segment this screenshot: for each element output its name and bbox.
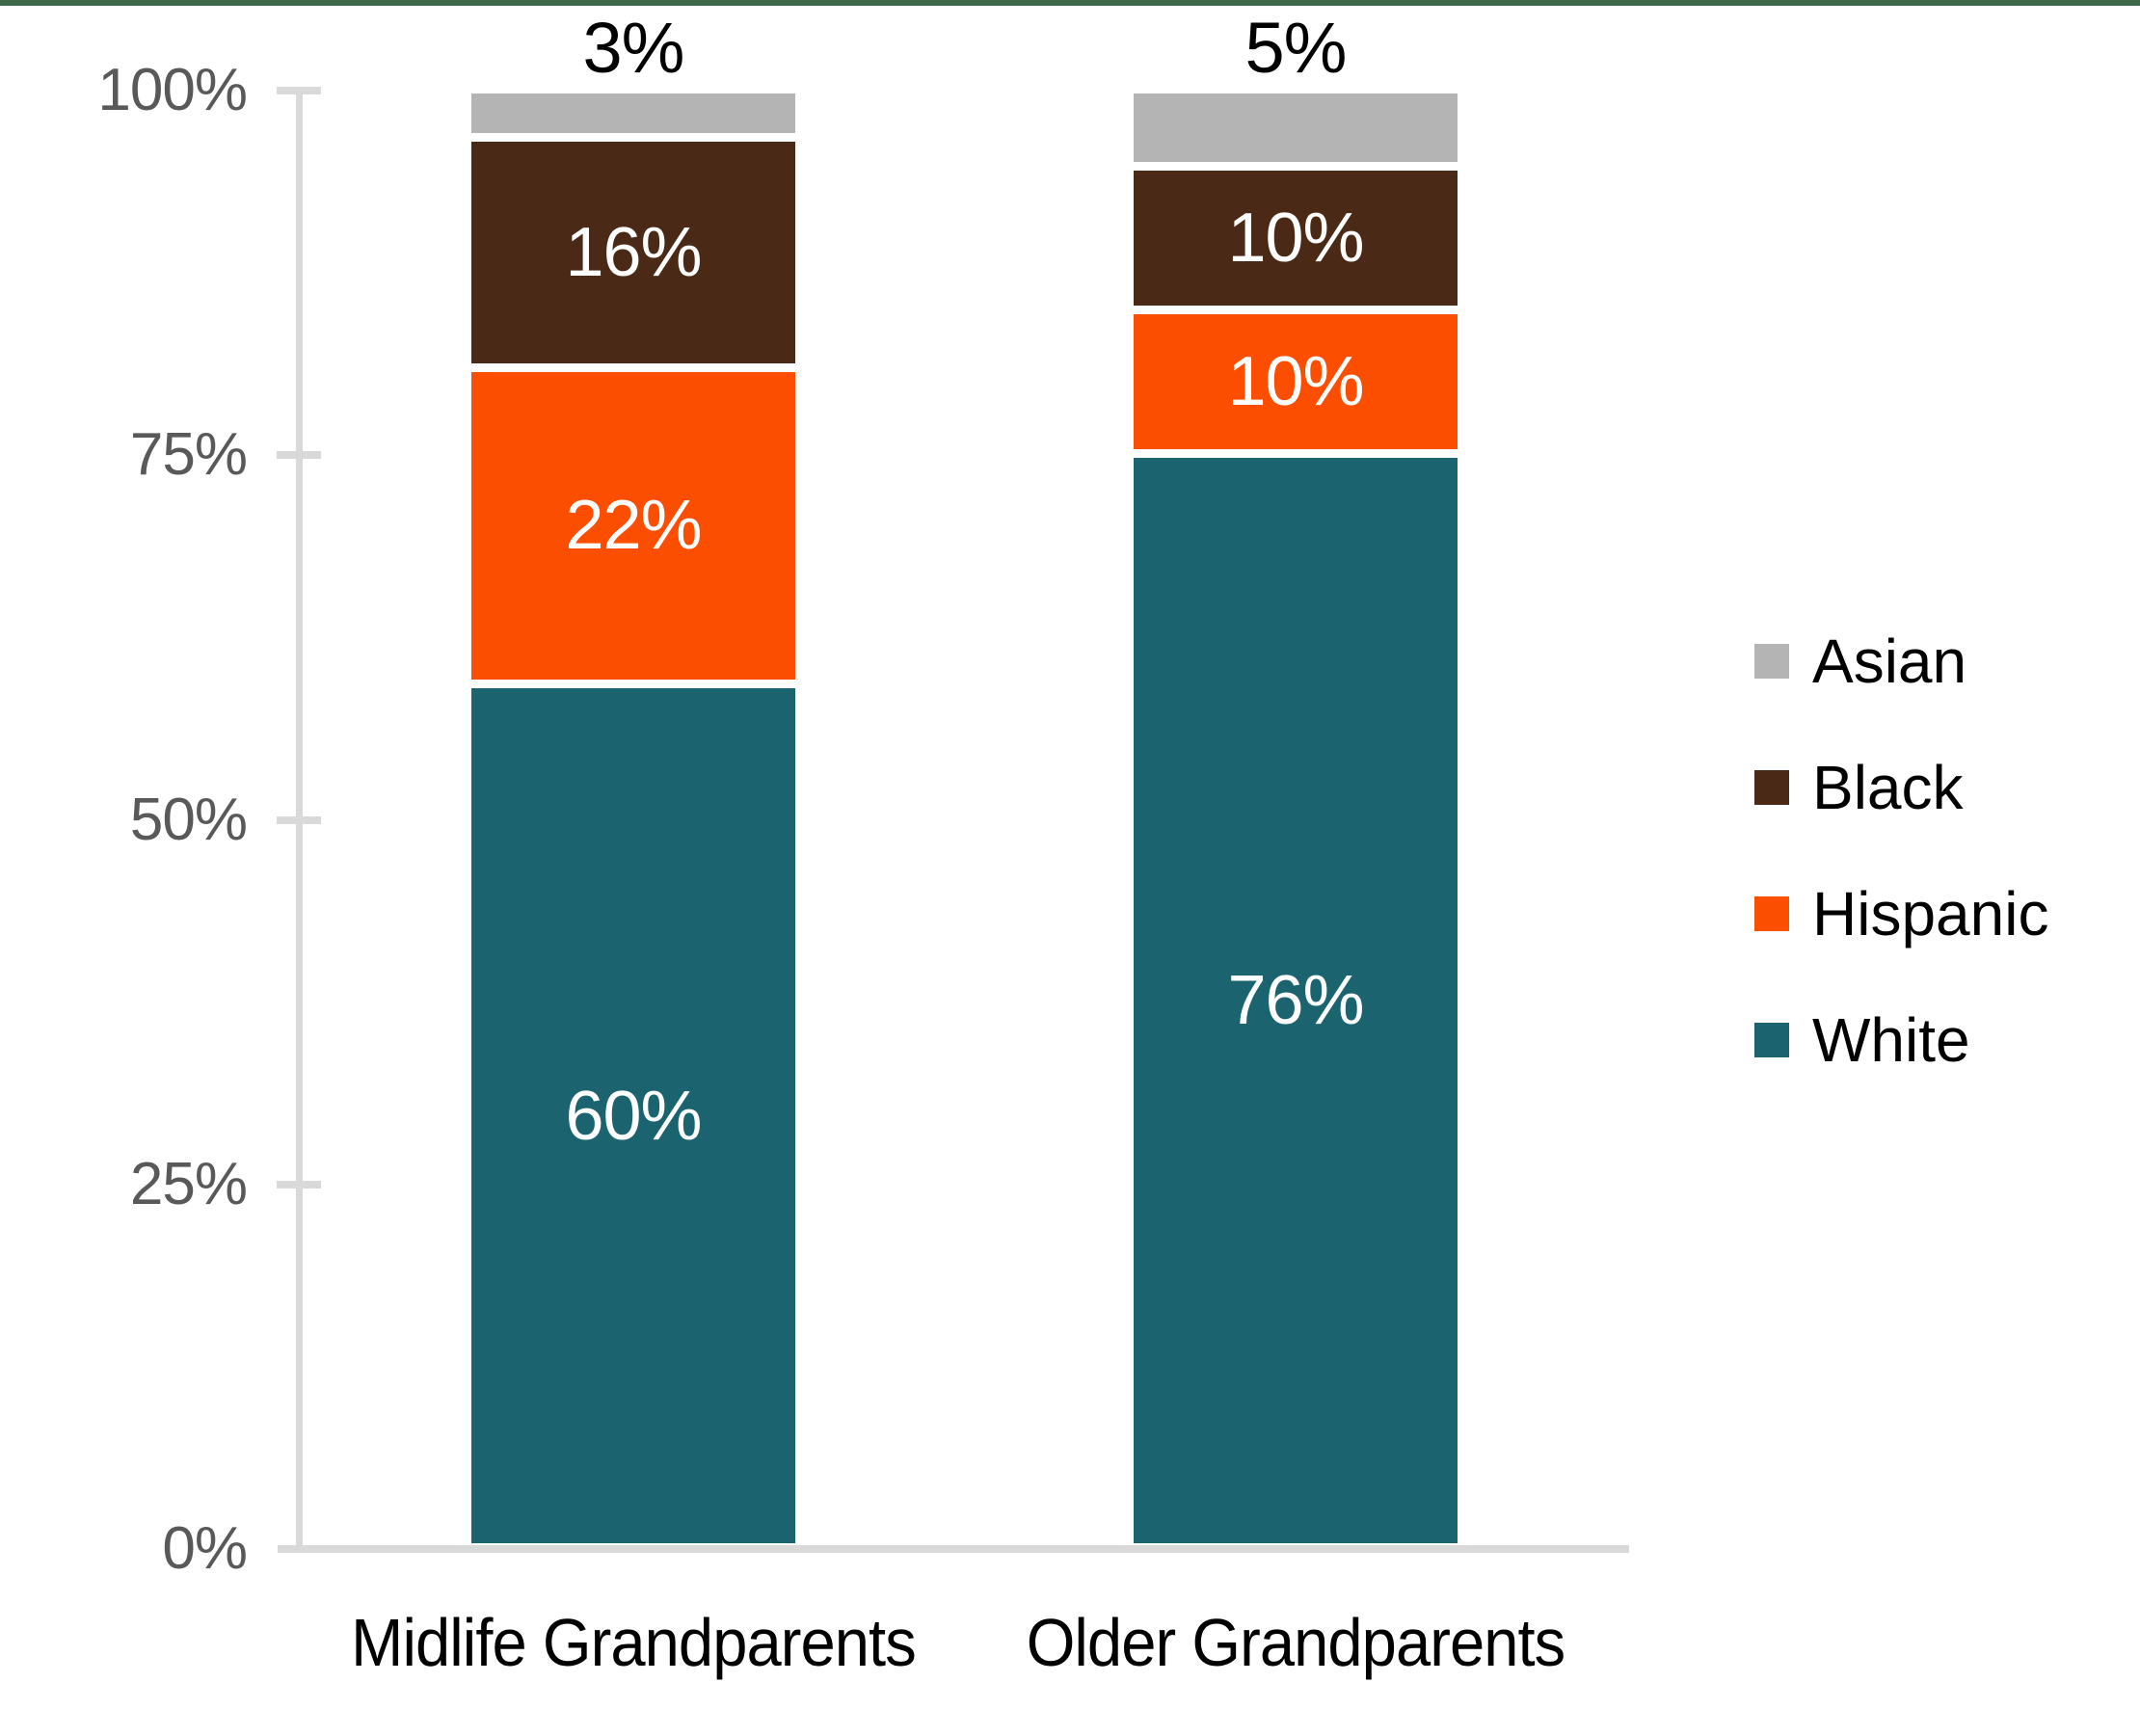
y-axis-label-100-: 100% <box>97 57 248 123</box>
data-label-hispanic-midlife-grandparents: 22% <box>565 487 702 565</box>
bar-segment-black-older-grandparents: 10% <box>1132 163 1459 307</box>
bar-segment-hispanic-older-grandparents: 10% <box>1132 307 1459 452</box>
bar-segment-black-midlife-grandparents: 16% <box>469 134 797 365</box>
x-axis-line <box>278 1545 1629 1553</box>
data-label-asian-older-grandparents: 5% <box>1244 8 1348 88</box>
data-label-white-older-grandparents: 76% <box>1227 962 1364 1040</box>
y-axis-tick <box>277 87 321 94</box>
legend-label-white: White <box>1812 1005 1970 1075</box>
legend-swatch-white-icon <box>1754 1023 1789 1057</box>
bar-segment-white-midlife-grandparents: 60% <box>469 681 797 1545</box>
top-banner-strip <box>0 0 2140 6</box>
y-axis-tick <box>277 1181 321 1188</box>
bar-midlife-grandparents: 16% 22% 60% <box>469 92 797 1545</box>
y-axis-tick <box>277 816 321 824</box>
data-label-asian-midlife-grandparents: 3% <box>582 8 685 88</box>
bar-segment-asian-midlife-grandparents <box>469 92 797 135</box>
y-axis-label-75-: 75% <box>129 421 248 488</box>
legend-item-hispanic: Hispanic <box>1754 877 2048 950</box>
legend-item-black: Black <box>1754 751 2048 824</box>
data-label-black-older-grandparents: 10% <box>1227 199 1364 277</box>
legend-label-black: Black <box>1812 753 1964 822</box>
bar-segment-asian-older-grandparents <box>1132 92 1459 164</box>
legend-item-asian: Asian <box>1754 625 2048 698</box>
x-axis-label-midlife-grandparents: Midlife Grandparents <box>351 1605 917 1680</box>
legend: Asian Black Hispanic White <box>1754 625 2048 1130</box>
legend-swatch-black-icon <box>1754 770 1789 805</box>
data-label-white-midlife-grandparents: 60% <box>565 1077 702 1155</box>
legend-item-white: White <box>1754 1003 2048 1077</box>
legend-label-asian: Asian <box>1812 627 1967 696</box>
bar-segment-white-older-grandparents: 76% <box>1132 451 1459 1545</box>
data-label-black-midlife-grandparents: 16% <box>565 213 702 291</box>
x-axis-label-older-grandparents: Older Grandparents <box>1026 1605 1566 1680</box>
legend-swatch-hispanic-icon <box>1754 896 1789 931</box>
data-label-hispanic-older-grandparents: 10% <box>1227 343 1364 421</box>
y-axis-label-50-: 50% <box>129 787 248 853</box>
bar-older-grandparents: 10% 10% 76% <box>1132 92 1459 1545</box>
bar-segment-hispanic-midlife-grandparents: 22% <box>469 364 797 682</box>
legend-swatch-asian-icon <box>1754 644 1789 679</box>
y-axis-label-25-: 25% <box>129 1151 248 1217</box>
y-axis-tick <box>277 451 321 459</box>
legend-label-hispanic: Hispanic <box>1812 879 2049 948</box>
y-axis-label-0-: 0% <box>162 1515 248 1582</box>
